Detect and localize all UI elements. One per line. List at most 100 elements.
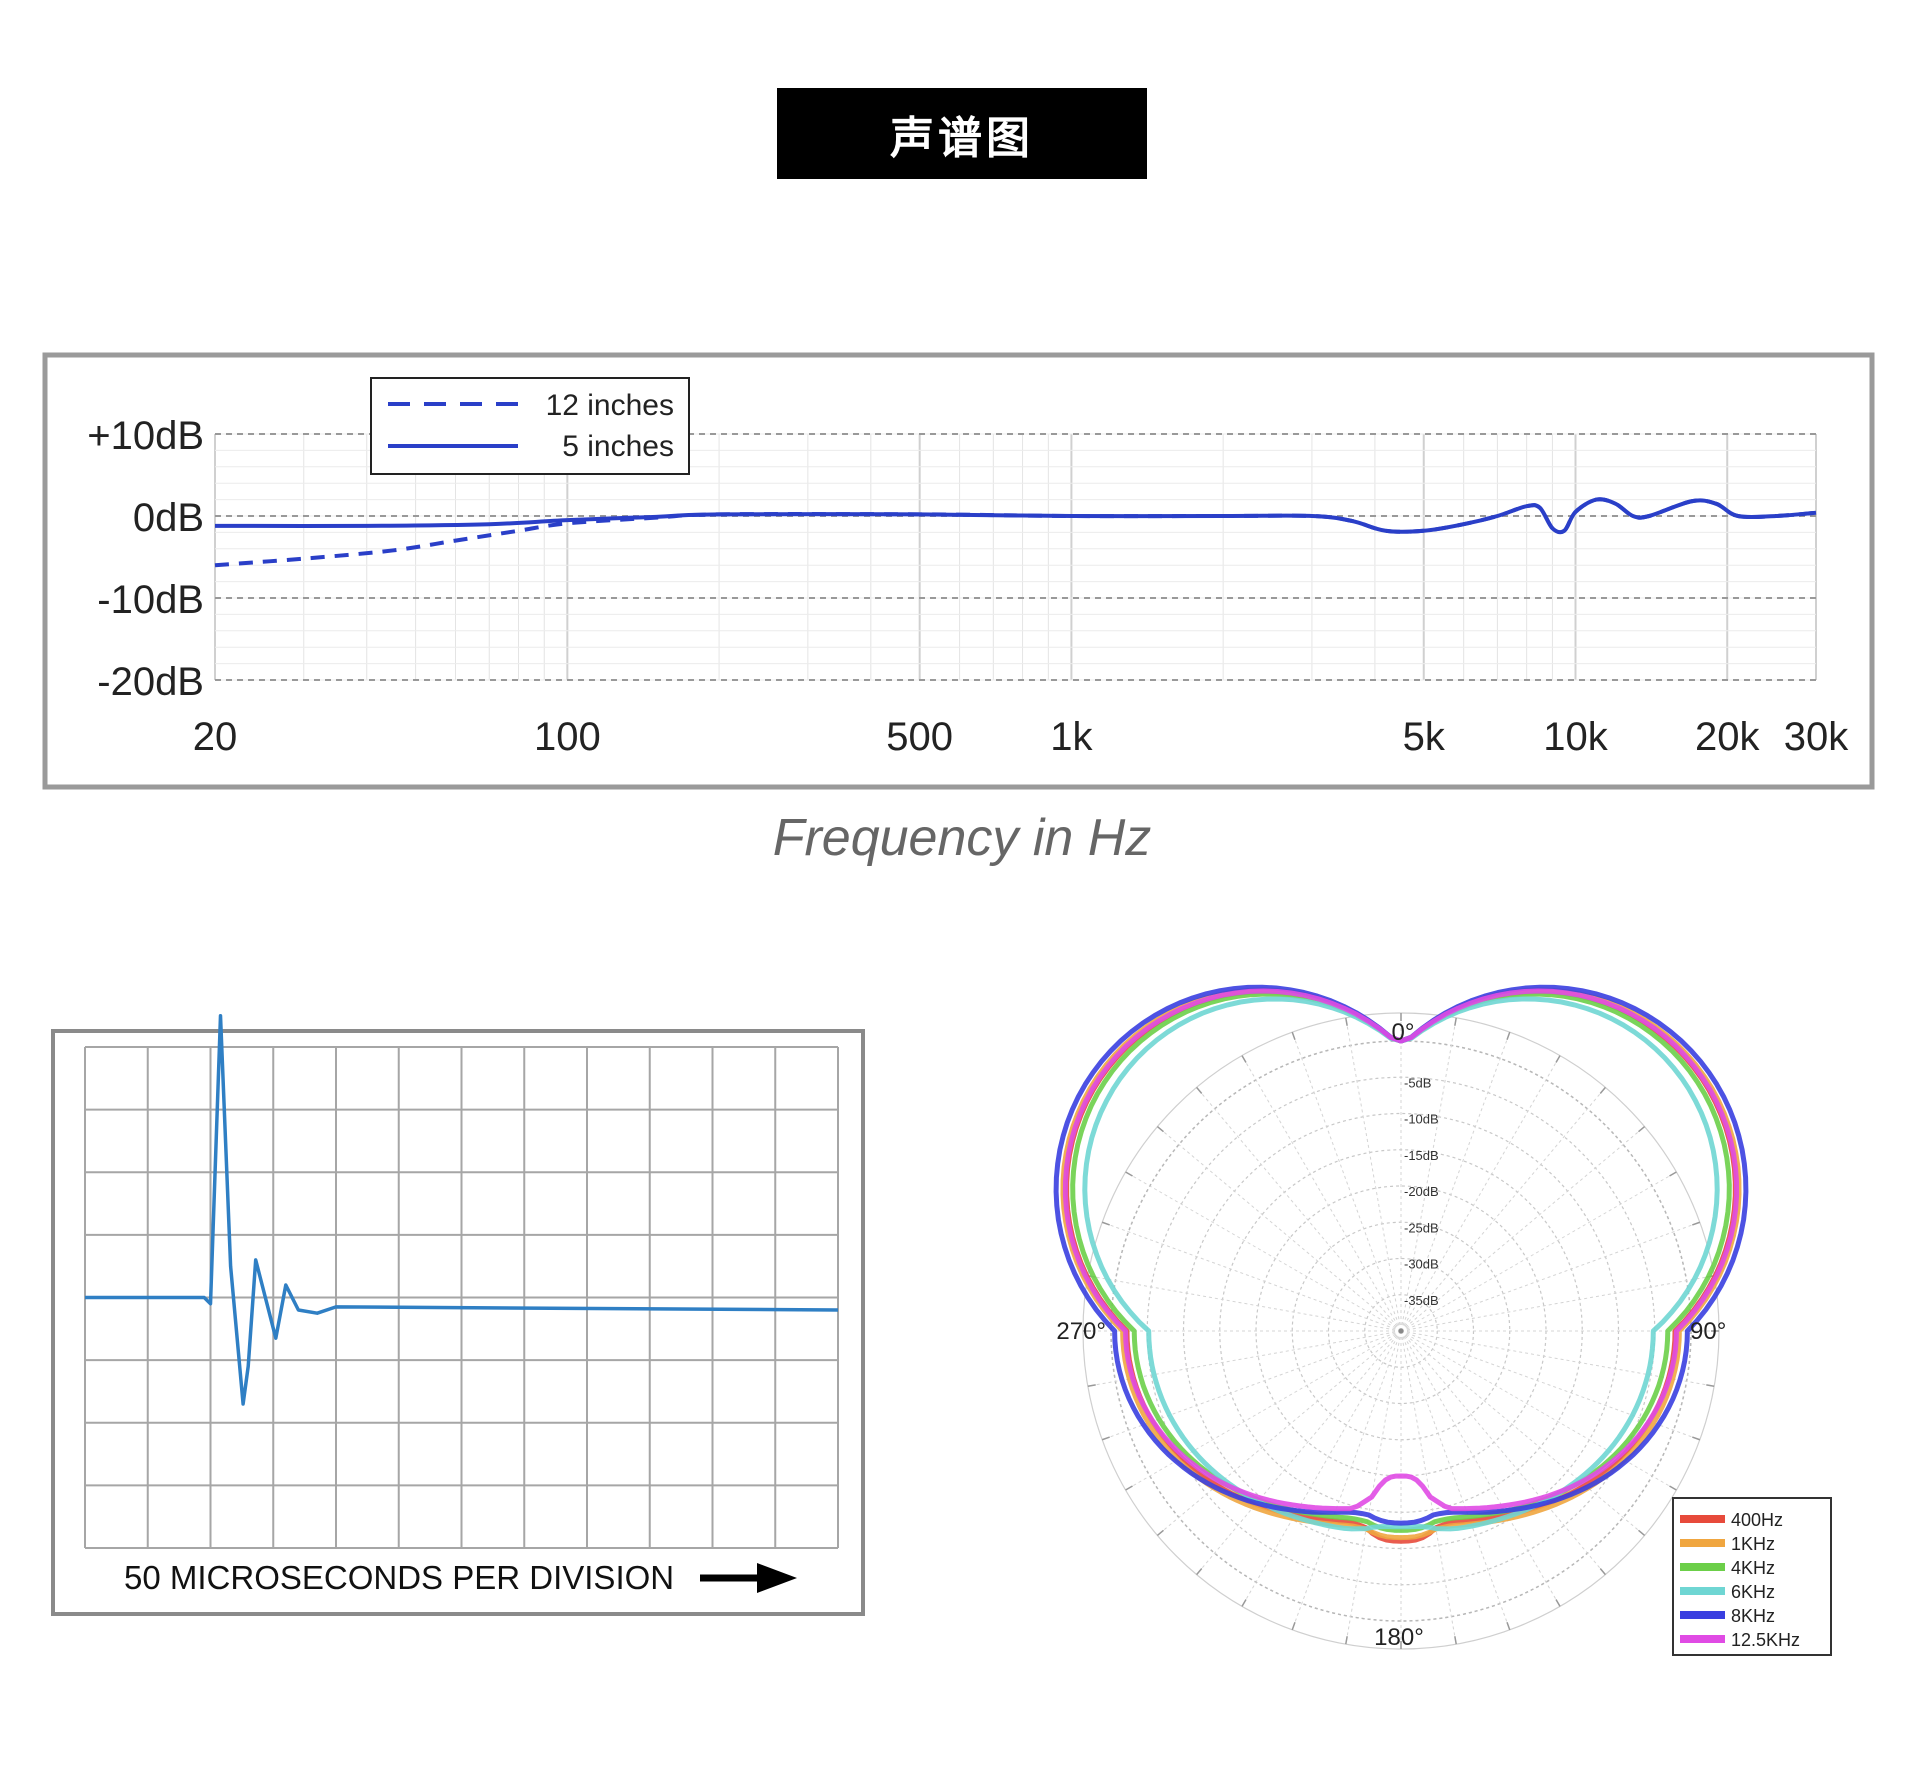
freq-y-tick-label: +10dB — [87, 414, 204, 458]
polar-tick — [1196, 1567, 1203, 1576]
polar-radial-label: -35dB — [1404, 1293, 1439, 1308]
polar-center — [1398, 1328, 1404, 1334]
polar-spoke — [1125, 1171, 1402, 1332]
polar-legend-label: 400Hz — [1731, 1510, 1783, 1530]
polar-legend-label: 6KHz — [1731, 1582, 1775, 1602]
polar-tick — [1125, 1171, 1133, 1177]
polar-tick — [1087, 1384, 1096, 1387]
freq-legend-box — [370, 377, 690, 475]
polar-tick — [1637, 1529, 1646, 1536]
polar-grid — [1082, 1012, 1720, 1650]
polar-spoke — [1400, 1171, 1677, 1332]
polar-tick — [1669, 1171, 1677, 1177]
polar-spoke — [1400, 1330, 1645, 1536]
arrow-right-icon — [700, 1563, 797, 1593]
polar-legend-label: 8KHz — [1731, 1606, 1775, 1626]
freq-x-tick-label: 20k — [1695, 715, 1760, 759]
freq-series-line-solid — [214, 497, 1817, 535]
freq-x-tick-label: 5k — [1403, 715, 1446, 759]
polar-tick — [1156, 1126, 1165, 1133]
polar-spoke — [1400, 1126, 1645, 1332]
freq-y-tick-label: -20dB — [97, 660, 204, 704]
freq-x-tick-label: 10k — [1543, 715, 1608, 759]
freq-chart-frame — [42, 352, 1875, 790]
polar-tick — [1692, 1436, 1701, 1441]
polar-spoke — [1400, 1330, 1511, 1630]
polar-tick — [1345, 1636, 1348, 1645]
freq-x-tick-label: 30k — [1784, 715, 1849, 759]
polar-tick — [1506, 1622, 1511, 1631]
polar-tick — [1156, 1529, 1165, 1536]
polar-series-8khz — [1053, 984, 1749, 1526]
polar-tick — [1454, 1017, 1457, 1026]
polar-legend-swatch — [1680, 1563, 1725, 1571]
polar-tick — [1196, 1086, 1203, 1095]
polar-tick — [1454, 1636, 1457, 1645]
polar-spoke — [1345, 1017, 1402, 1332]
freq-y-axis: +10dB 0dB -10dB -20dB — [87, 414, 204, 704]
impulse-series-group — [85, 1013, 839, 1406]
polar-series-6khz — [1082, 996, 1720, 1532]
polar-spoke — [1241, 1330, 1402, 1607]
frequency-response-chart: +10dB 0dB -10dB -20dB 20 100 500 1k 5k 10k 20k 30k… — [42, 352, 1875, 867]
freq-series-group — [214, 497, 1817, 568]
polar-tick — [1669, 1485, 1677, 1491]
impulse-x-axis-label: 50 MICROSECONDS PER DIVISION — [124, 1559, 674, 1596]
impulse-series-line — [85, 1013, 839, 1406]
polar-radial-label: -15dB — [1404, 1148, 1439, 1163]
polar-spoke — [1400, 1330, 1677, 1491]
impulse-frame — [51, 1029, 865, 1616]
polar-legend-swatch — [1680, 1611, 1725, 1619]
polar-legend-label: 4KHz — [1731, 1558, 1775, 1578]
polar-radial-label: -10dB — [1404, 1112, 1439, 1127]
polar-spoke — [1157, 1126, 1402, 1332]
polar-spoke — [1400, 1330, 1561, 1607]
polar-legend-box — [1672, 1497, 1832, 1656]
polar-spoke — [1400, 1330, 1457, 1645]
polar-spoke — [1157, 1330, 1402, 1536]
polar-radial-label: -5dB — [1404, 1075, 1431, 1090]
freq-x-tick-label: 100 — [534, 715, 601, 759]
polar-spoke — [1400, 1221, 1700, 1332]
freq-x-axis: 20 100 500 1k 5k 10k 20k 30k — [193, 715, 1849, 759]
polar-spoke — [1400, 1330, 1606, 1575]
polar-tick — [1692, 1221, 1701, 1226]
polar-legend: 400Hz 1KHz 4KHz 6KHz 8KHz 12.5KHz — [1672, 1497, 1832, 1656]
polar-legend-swatch — [1680, 1587, 1725, 1595]
title-banner: 声谱图 — [777, 88, 1147, 179]
polar-tick — [1599, 1567, 1606, 1576]
freq-grid — [214, 433, 1817, 681]
polar-tick — [1555, 1599, 1561, 1607]
legend-label-12-inches: 12 inches — [546, 389, 674, 422]
polar-spoke — [1196, 1087, 1402, 1332]
polar-radial-label: -20dB — [1404, 1184, 1439, 1199]
polar-spoke — [1087, 1275, 1402, 1332]
legend-label-5-inches: 5 inches — [562, 430, 674, 463]
polar-tick — [1555, 1055, 1561, 1063]
polar-radial-labels: -5dB -10dB -15dB -20dB -25dB -30dB -35dB — [1404, 1075, 1439, 1308]
polar-tick — [1506, 1031, 1511, 1040]
polar-tick — [1599, 1086, 1606, 1095]
polar-spoke — [1400, 1087, 1606, 1332]
polar-spoke — [1241, 1055, 1402, 1332]
polar-spoke — [1291, 1330, 1402, 1630]
polar-spoke — [1196, 1330, 1402, 1575]
polar-angle-label-180: 180° — [1374, 1624, 1424, 1651]
polar-legend-swatch — [1680, 1635, 1725, 1643]
freq-x-tick-label: 1k — [1050, 715, 1093, 759]
polar-series-group — [1053, 984, 1749, 1544]
polar-legend-swatch — [1680, 1539, 1725, 1547]
freq-x-tick-label: 500 — [886, 715, 953, 759]
page-title: 声谱图 — [890, 112, 1034, 164]
freq-y-tick-label: 0dB — [133, 496, 204, 540]
polar-radial-label: -25dB — [1404, 1220, 1439, 1235]
polar-spoke — [1291, 1032, 1402, 1332]
polar-legend-swatch — [1680, 1515, 1725, 1523]
polar-spoke — [1400, 1032, 1511, 1332]
freq-y-tick-label: -10dB — [97, 578, 204, 622]
freq-x-tick-label: 20 — [193, 715, 238, 759]
polar-series-12-5khz — [1062, 988, 1740, 1512]
polar-radial-label: -30dB — [1404, 1257, 1439, 1272]
